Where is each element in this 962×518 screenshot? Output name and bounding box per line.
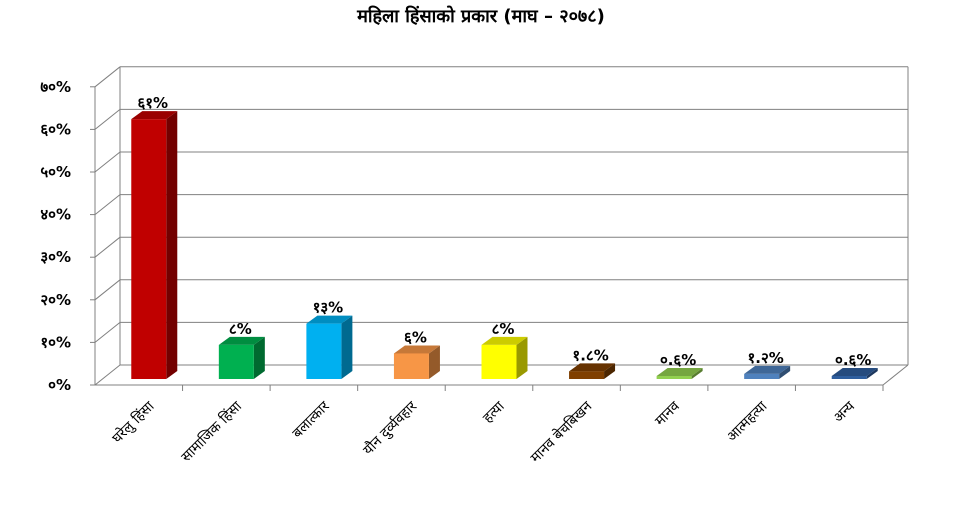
- data-labels: ६१% ८% १३% ६% ८% १.८% ०.६% १.२% ०.६%: [137, 94, 871, 369]
- y-tick-label: ७०%: [40, 78, 71, 96]
- bar: [481, 336, 528, 379]
- data-label: ६१%: [137, 94, 168, 112]
- y-tick-label: ०%: [48, 376, 71, 394]
- y-tick-label: ६०%: [40, 120, 71, 138]
- bar: [131, 111, 178, 379]
- bar-side: [166, 111, 178, 379]
- data-label: १.२%: [748, 349, 784, 367]
- bar-top: [481, 336, 528, 345]
- bar: [656, 368, 703, 379]
- gridlines: [94, 66, 908, 386]
- bar-side: [604, 363, 616, 379]
- bar-front: [656, 376, 692, 379]
- gridline-side: [94, 151, 121, 173]
- gridline-side: [94, 364, 121, 386]
- bar: [569, 363, 616, 379]
- y-tick-labels: ०% १०% २०% ३०% ४०% ५०% ६०% ७०%: [40, 78, 95, 394]
- category-label: यौन दुर्व्यवहार: [360, 398, 422, 460]
- data-label: ८%: [492, 320, 515, 338]
- bar-front: [831, 376, 867, 379]
- bar: [831, 368, 878, 379]
- bar-side: [253, 336, 265, 379]
- bar-front: [131, 119, 167, 379]
- bar-front: [481, 344, 517, 379]
- bar-side: [516, 336, 528, 379]
- bar: [218, 336, 265, 379]
- gridline-side: [94, 194, 121, 215]
- bar-top: [744, 365, 791, 374]
- y-tick-label: ३०%: [40, 248, 71, 266]
- category-label: सामाजिक हिंसा: [178, 398, 246, 466]
- bar-top: [306, 315, 353, 324]
- bar-top: [569, 363, 616, 372]
- bar-side: [779, 365, 791, 379]
- category-label: बलात्कार: [290, 398, 333, 441]
- bar-front: [306, 323, 342, 379]
- category-labels: घरेलु हिंसा सामाजिक हिंसा बलात्कार यौन दुर्…: [109, 385, 884, 467]
- bar-front: [569, 371, 605, 379]
- bar-top: [393, 345, 440, 354]
- gridline-side: [94, 279, 121, 301]
- bar-top: [831, 368, 878, 376]
- bar: [393, 345, 440, 379]
- category-label: हत्या: [480, 398, 508, 426]
- bar-side: [341, 315, 353, 379]
- bar-top: [656, 368, 703, 376]
- gridline-side: [94, 109, 121, 130]
- bar: [306, 315, 353, 379]
- bar-top: [131, 111, 178, 120]
- data-label: ०.६%: [660, 351, 696, 369]
- gridline-side: [94, 236, 121, 258]
- category-label: आत्महत्या: [724, 398, 771, 445]
- y-tick-label: ४०%: [40, 206, 71, 224]
- data-label: ८%: [229, 320, 252, 338]
- bar: [744, 365, 791, 379]
- y-tick-label: १०%: [40, 333, 71, 351]
- data-label: १.८%: [572, 346, 608, 364]
- bar-front: [393, 353, 429, 379]
- category-label: अन्य: [831, 398, 859, 426]
- bar-front: [218, 344, 254, 379]
- gridline-side: [94, 322, 121, 343]
- bar-side: [428, 345, 440, 379]
- y-tick-label: २०%: [40, 291, 71, 309]
- chart-title: महिला हिंसाको प्रकार (माघ – २०७८): [357, 6, 605, 27]
- floor-right-edge: [882, 364, 909, 386]
- gridline-side: [94, 66, 121, 88]
- data-label: १३%: [313, 299, 344, 317]
- category-label: घरेलु हिंसा: [109, 398, 158, 447]
- bar-side: [691, 368, 703, 379]
- bar-front: [744, 373, 780, 379]
- axes: [94, 66, 909, 386]
- category-label: मानव बेचबिखन: [527, 398, 596, 467]
- data-label: ०.६%: [835, 351, 871, 369]
- y-tick-label: ५०%: [40, 163, 71, 181]
- data-label: ६%: [404, 328, 427, 346]
- bar-side: [866, 368, 878, 379]
- bars: [131, 111, 878, 379]
- category-label: मानव: [652, 398, 683, 429]
- bar-top: [218, 336, 265, 345]
